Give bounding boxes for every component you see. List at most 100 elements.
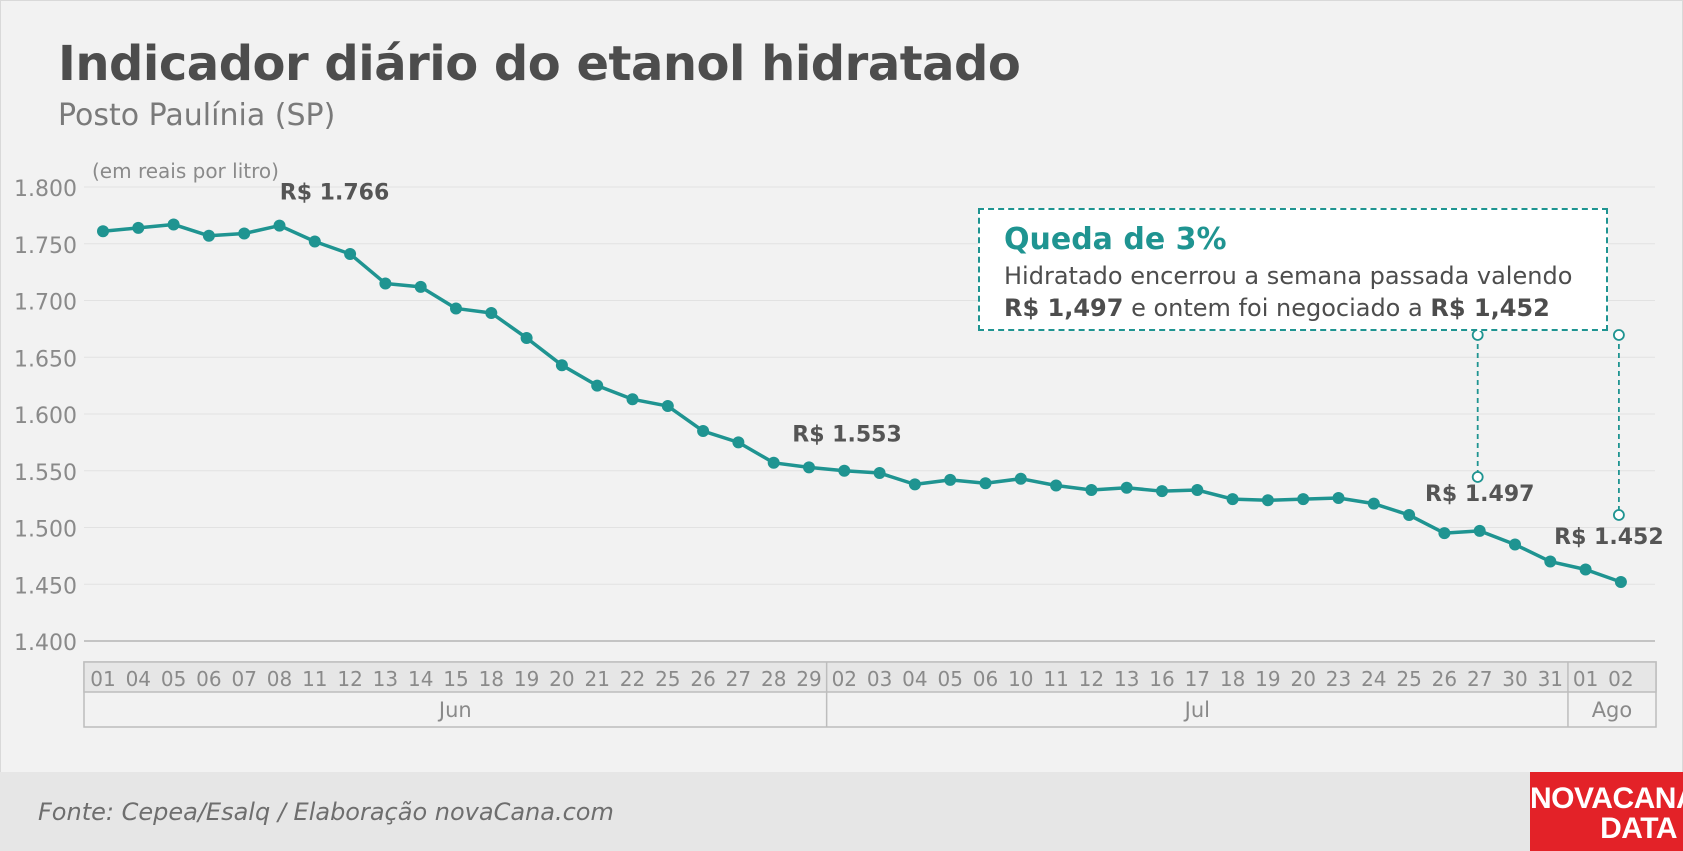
line-chart: 1.800 1.750 1.700 1.650 1.600 1.550 1.500 1.450…: [14, 159, 1664, 728]
y-tick-label: 1.750: [14, 234, 77, 259]
data-point: [555, 359, 568, 372]
data-point: [1226, 493, 1239, 506]
x-tick-label: 11: [302, 667, 327, 691]
x-tick-label: 12: [337, 667, 362, 691]
x-tick-label: 26: [1432, 667, 1457, 691]
data-point: [485, 306, 498, 319]
data-point: [1367, 497, 1380, 510]
x-tick-label: 14: [408, 667, 433, 691]
data-point: [873, 467, 886, 480]
footer-bar: [0, 772, 1683, 851]
x-tick-label: 18: [479, 667, 504, 691]
data-point: [132, 221, 145, 234]
logo-line2: DATA: [1600, 812, 1677, 845]
y-tick-label: 1.800: [14, 177, 77, 202]
x-axis-day-row: [83, 661, 1657, 693]
x-tick-label: 06: [196, 667, 221, 691]
x-tick-label: 23: [1326, 667, 1351, 691]
data-point: [1509, 538, 1521, 551]
x-tick-label: 16: [1149, 667, 1174, 691]
data-point: [661, 400, 674, 413]
x-tick-label: 07: [231, 667, 256, 691]
data-point: [344, 247, 357, 260]
novacana-logo: NOVACANA DATA: [1530, 772, 1683, 851]
x-tick-label: 15: [443, 667, 468, 691]
value-annotation: R$ 1.452: [1554, 525, 1664, 550]
data-point: [238, 227, 251, 240]
x-tick-label: 01: [90, 667, 115, 691]
data-point: [1297, 493, 1310, 506]
data-point: [450, 302, 462, 315]
data-point: [1120, 481, 1133, 494]
data-point: [767, 456, 780, 469]
x-tick-label: 25: [655, 667, 680, 691]
data-point: [697, 425, 710, 438]
chart-title: Indicador diário do etanol hidratado: [58, 36, 1021, 92]
month-label: Jun: [437, 698, 472, 722]
data-point: [1014, 472, 1027, 485]
data-point: [979, 477, 992, 490]
source-note: Fonte: Cepea/Esalq / Elaboração novaCana…: [38, 798, 614, 826]
x-tick-label: 01: [1573, 667, 1598, 691]
x-tick-label: 22: [620, 667, 645, 691]
x-tick-label: 25: [1396, 667, 1421, 691]
x-tick-label: 29: [796, 667, 821, 691]
x-tick-label: 02: [832, 667, 857, 691]
data-point: [1050, 479, 1063, 492]
data-point: [167, 218, 180, 231]
x-tick-label: 06: [973, 667, 998, 691]
x-tick-label: 31: [1538, 667, 1563, 691]
x-tick-label: 02: [1608, 667, 1633, 691]
callout-line1: Hidratado encerrou a semana passada vale…: [1004, 262, 1573, 290]
x-tick-label: 21: [584, 667, 609, 691]
x-tick-label: 03: [867, 667, 892, 691]
callout-middle: e ontem foi negociado a: [1123, 294, 1431, 322]
x-tick-label: 18: [1220, 667, 1245, 691]
x-tick-label: 13: [373, 667, 398, 691]
chart-subtitle: Posto Paulínia (SP): [58, 98, 336, 133]
data-point: [1438, 527, 1451, 540]
data-point: [1085, 484, 1098, 497]
data-point: [1614, 575, 1627, 588]
x-tick-label: 13: [1114, 667, 1139, 691]
x-tick-label: 19: [1255, 667, 1280, 691]
x-tick-label: 05: [161, 667, 186, 691]
x-tick-label: 12: [1079, 667, 1104, 691]
value-annotation: R$ 1.497: [1425, 482, 1535, 507]
data-point: [308, 235, 321, 248]
value-annotation: R$ 1.553: [792, 422, 902, 447]
data-point: [732, 436, 745, 449]
x-tick-label: 27: [1467, 667, 1492, 691]
leader-end: [1613, 329, 1625, 341]
x-tick-label: 20: [1290, 667, 1315, 691]
x-tick-label: 11: [1043, 667, 1068, 691]
data-point: [414, 280, 427, 293]
y-tick-label: 1.550: [14, 461, 77, 486]
leader-end: [1471, 329, 1484, 341]
callout-heading: Queda de 3%: [1004, 222, 1227, 257]
x-tick-label: 27: [726, 667, 751, 691]
y-tick-label: 1.450: [14, 574, 77, 599]
data-point: [838, 464, 851, 477]
y-tick-label: 1.700: [14, 291, 77, 316]
x-tick-label: 04: [902, 667, 927, 691]
leader-end: [1471, 471, 1484, 483]
x-tick-label: 05: [937, 667, 962, 691]
x-tick-label: 30: [1502, 667, 1527, 691]
x-tick-label: 20: [549, 667, 574, 691]
data-point: [273, 219, 286, 232]
month-label: Jul: [1183, 698, 1210, 722]
callout-value2: R$ 1,452: [1430, 294, 1550, 322]
x-tick-label: 19: [514, 667, 539, 691]
logo-line1: NOVACANA: [1530, 782, 1683, 815]
data-point: [1544, 555, 1557, 568]
data-point: [379, 277, 392, 290]
y-axis-label: (em reais por litro): [92, 159, 279, 183]
month-label: Ago: [1592, 698, 1633, 722]
x-tick-label: 04: [126, 667, 151, 691]
data-point: [520, 331, 533, 344]
y-tick-label: 1.400: [14, 631, 77, 656]
data-point: [944, 473, 957, 486]
data-point: [1156, 485, 1168, 498]
callout-box: Queda de 3% Hidratado encerrou a semana …: [978, 208, 1608, 331]
